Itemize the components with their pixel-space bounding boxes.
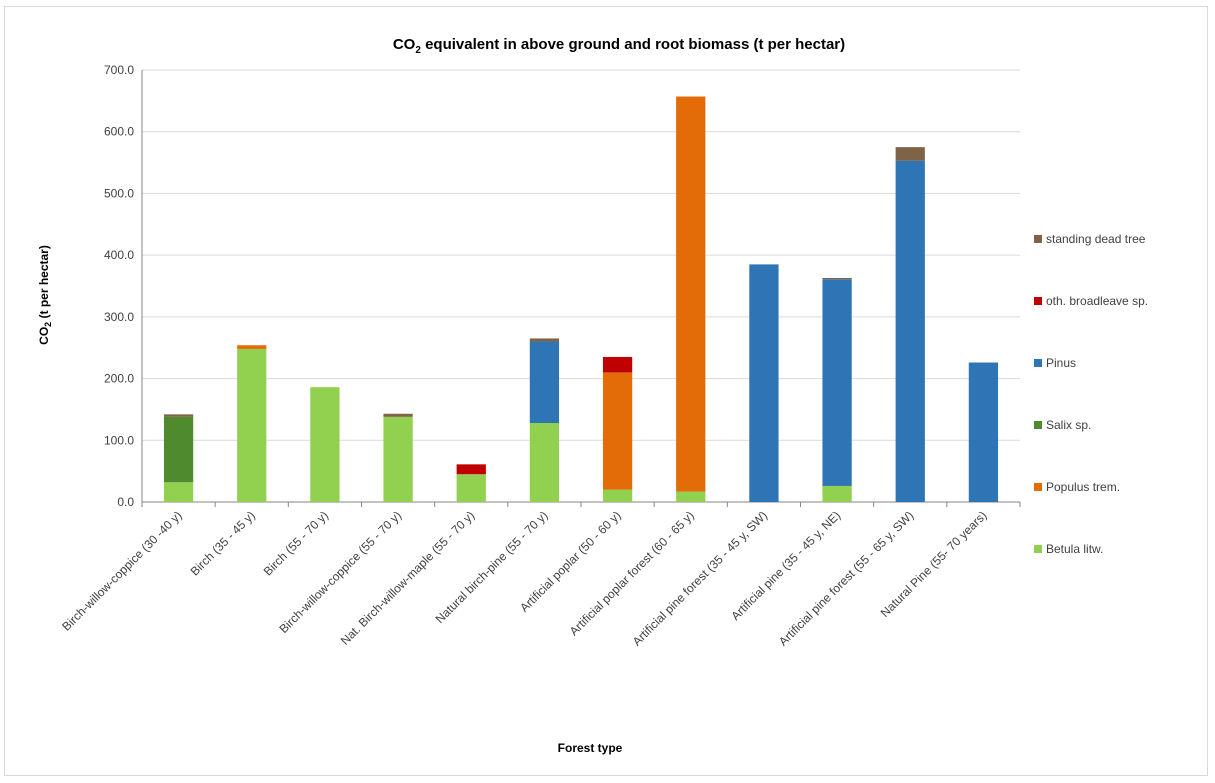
bar-segment xyxy=(163,482,194,502)
y-axis-title-subscript: 2 xyxy=(43,322,53,327)
y-tick-label: 700.0 xyxy=(104,63,134,77)
x-tick-label: Nat. Birch-willow-maple (55 - 70 y) xyxy=(338,508,478,648)
bar-segment xyxy=(163,416,194,483)
bar-segment xyxy=(383,416,413,502)
legend-label: oth. broadleave sp. xyxy=(1046,294,1148,308)
y-tick-label: 200.0 xyxy=(104,372,134,386)
bar-segment xyxy=(237,348,267,502)
legend-swatch xyxy=(1034,421,1042,429)
bar-segment xyxy=(163,414,194,417)
gridlines xyxy=(141,69,1021,507)
bar-segment xyxy=(383,413,413,417)
legend-label: Pinus xyxy=(1046,356,1076,370)
y-tick-label: 100.0 xyxy=(104,433,134,447)
bar-segment xyxy=(456,464,486,475)
bar-segment xyxy=(749,264,779,502)
chart-title-text: CO xyxy=(393,36,416,53)
bar-segment xyxy=(529,341,560,424)
bar-segment xyxy=(237,345,267,349)
y-tick-label: 400.0 xyxy=(104,248,134,262)
legend-label: Betula litw. xyxy=(1046,542,1103,556)
x-tick-label: Birch-willow-coppice (55 - 70 y) xyxy=(276,508,404,636)
x-tick-label: Artificial pine forest (55 - 65 y, SW) xyxy=(776,508,916,648)
x-tick-labels: Birch-willow-coppice (30 -40 y) Birch (35… xyxy=(59,508,989,648)
legend-label: standing dead tree xyxy=(1046,232,1146,246)
y-axis-title: CO2 (t per hectar) xyxy=(37,245,53,345)
bar-segment xyxy=(602,489,633,502)
x-tick-label: Birch (35 - 45 y) xyxy=(188,508,258,578)
legend-swatch xyxy=(1034,545,1042,553)
bar-segment xyxy=(895,147,925,161)
legend-swatch xyxy=(1034,483,1042,491)
y-tick-label: 500.0 xyxy=(104,186,134,200)
legend: standing dead tree oth. broadleave sp. Pin… xyxy=(1034,232,1148,556)
legend-label: Salix sp. xyxy=(1046,418,1091,432)
x-tick-label: Artificial pine forest (35 - 45 y, SW) xyxy=(630,508,770,648)
bar-segment xyxy=(529,338,560,342)
y-axis-title-text: (t per hectar) xyxy=(37,245,51,322)
bar-segment xyxy=(456,474,486,502)
legend-swatch xyxy=(1034,235,1042,243)
y-tick-labels: 0.0 100.0 200.0 300.0 400.0 500.0 600.0 700.0 xyxy=(104,63,134,509)
bar-segment xyxy=(602,356,633,373)
legend-swatch xyxy=(1034,359,1042,367)
bar-segment xyxy=(676,491,706,502)
legend-label: Populus trem. xyxy=(1046,480,1120,494)
bar-segment xyxy=(822,485,852,502)
x-tick-label: Birch (55 - 70 y) xyxy=(261,508,331,578)
y-tick-label: 0.0 xyxy=(117,495,134,509)
y-tick-label: 600.0 xyxy=(104,125,134,139)
bar-segment xyxy=(822,279,852,486)
bar-segment xyxy=(602,372,633,490)
bar-segment xyxy=(676,96,706,492)
bar-segment xyxy=(822,277,852,280)
bar-segment xyxy=(895,160,925,502)
chart-title: CO2 equivalent in above ground and root … xyxy=(393,36,845,56)
bars xyxy=(163,96,999,502)
chart-title-text: equivalent in above ground and root biom… xyxy=(421,36,845,53)
legend-swatch xyxy=(1034,297,1042,305)
chart-title-subscript: 2 xyxy=(415,45,421,56)
x-axis-title: Forest type xyxy=(558,741,623,755)
y-axis-title-text: CO xyxy=(37,327,51,345)
bar-segment xyxy=(529,423,560,502)
x-tick-label: Birch-willow-coppice (30 -40 y) xyxy=(59,508,184,633)
bar-segment xyxy=(310,387,340,502)
y-tick-label: 300.0 xyxy=(104,310,134,324)
bar-segment xyxy=(968,362,999,502)
x-tick-label: Artificial poplar forest (60 - 65 y) xyxy=(567,508,697,638)
